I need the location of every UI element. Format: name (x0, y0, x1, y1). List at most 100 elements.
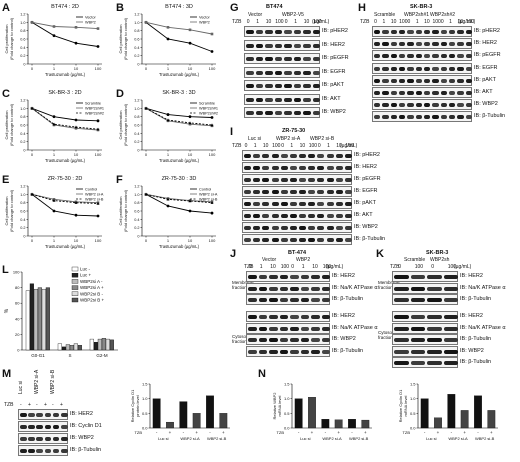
blot-lane-band (457, 103, 464, 108)
blot-band-row (244, 93, 320, 105)
data-point (144, 21, 148, 24)
blot-lane-band (410, 286, 425, 291)
x-tick-label: 100 (209, 66, 216, 71)
blot-lane-band (255, 111, 263, 115)
blot-lane-band (335, 214, 343, 218)
blot-lane-band (344, 190, 352, 194)
blot-band-row (246, 271, 330, 282)
blot-lane-band (410, 349, 425, 354)
blot-lane-band (246, 43, 254, 48)
y-tick-label: 0.8 (134, 29, 139, 33)
blot-lane-band (289, 226, 297, 230)
blot-row-label: IB: EGFR (322, 68, 346, 75)
panel-letter-c: C (2, 88, 10, 100)
blot-lane-band (407, 42, 414, 47)
blot-lane-band (289, 154, 297, 158)
blot-lane-band (248, 315, 257, 319)
blot-lane-band (258, 286, 267, 291)
blot-lane-band (311, 349, 320, 354)
panel-letter-m: M (2, 368, 12, 380)
blot-lane-band (271, 190, 279, 194)
blot-lane-band (415, 78, 422, 83)
x-axis-label: Trastuzumab (µg/mL) (45, 244, 86, 249)
legend-label: WBP2 si-A (85, 193, 104, 197)
x-tick-label: 10 (74, 238, 79, 243)
blot-lane-band (440, 115, 447, 120)
blot-lane-band (424, 54, 431, 59)
blot-lane-band (390, 42, 397, 47)
legend-label: WBP2sh#1 (85, 107, 104, 111)
x-tick-label: 10 (188, 152, 193, 157)
panel-letter-d: D (116, 88, 124, 100)
data-point (74, 26, 78, 29)
blot-band-row (242, 186, 352, 197)
chart-title: SK-BR-3 : 2D (48, 90, 81, 96)
blot-lane-band (289, 166, 297, 170)
y-tick-label: 1.0 (134, 107, 139, 111)
blot-band-row (392, 322, 458, 334)
blot-lane-band (274, 97, 282, 102)
blot-lane-band (28, 437, 35, 441)
dose-label: 10 (312, 264, 318, 270)
blot-lane-band (248, 326, 257, 331)
blot-row-label: IB: β-Tubulin (474, 113, 506, 120)
blot-lane-band (244, 190, 252, 194)
blot-lane-band (262, 190, 270, 194)
blot-lane-band (432, 103, 439, 108)
blot-row-label: IB: HER2 (332, 313, 355, 319)
series-line-3 (31, 107, 99, 130)
blot-row-label: IB: HER2 (332, 273, 355, 279)
blot-lane-band (279, 338, 288, 342)
blot-lane-band (269, 338, 278, 342)
x-tick-label: 10 (74, 66, 79, 71)
data-point (52, 115, 56, 119)
blot-lane-band (299, 190, 307, 194)
blot-lane-band (279, 275, 288, 279)
blot-lane-band (300, 326, 309, 331)
blot-lane-band (410, 315, 425, 319)
blot-row-label: IB: WBP2 (474, 101, 498, 108)
blot-lane-band (326, 154, 334, 158)
line-chart-e: ZR-75-30 : 2D 0 0.2 0.4 0.6 0.8 1.0 1.2 0 1 10 100 T… (4, 176, 104, 249)
lane-label: WBP2 si-B (50, 369, 56, 394)
blot-lane-band (299, 178, 307, 182)
legend-label: Control (199, 188, 211, 192)
blot-lane-band (465, 42, 472, 47)
blot-lane-band (255, 30, 263, 34)
blot-lane-band (258, 326, 267, 331)
blot-k: SK-BR-3 Scramble WBP2sh TZB (µg/mL) Memb… (378, 250, 520, 368)
data-point (188, 121, 192, 125)
blot-lane-band (326, 190, 334, 194)
blot-band-row (392, 334, 458, 345)
blot-lane-band (443, 275, 458, 279)
blot-lane-band (432, 42, 439, 47)
blot-lane-band (374, 66, 381, 71)
blot-lane-band (262, 166, 270, 170)
blot-lane-band (399, 115, 406, 120)
blot-lane-band (311, 275, 320, 279)
blot-lane-band (427, 349, 442, 354)
blot-lane-band (246, 111, 254, 115)
blot-lane-band (311, 338, 320, 342)
blot-lane-band (311, 315, 320, 319)
blot-lane-band (321, 298, 330, 302)
blot-lane-band (394, 275, 409, 279)
blot-lane-band (262, 178, 270, 182)
blot-lane-band (265, 97, 273, 102)
data-point (74, 127, 78, 130)
blot-row-label: IB: pEGFR (354, 176, 381, 182)
dose-label: 100 (272, 143, 281, 149)
tzb-sign: + (28, 402, 31, 408)
blot-lane-band (253, 166, 261, 170)
blot-row-label: IB: HER2 (354, 164, 377, 170)
blot-band-row (372, 62, 472, 74)
legend-label: WBP2sh#2 (199, 112, 218, 116)
y-tick-label: 0.8 (20, 201, 25, 205)
blot-row-label: IB: WBP2 (322, 109, 346, 115)
blot-row-label: IB: pAKT (474, 76, 497, 83)
blot-band-row (372, 111, 472, 123)
dose-label: 100 (447, 264, 457, 270)
blot-lane-band (269, 326, 278, 331)
blot-lane-band (271, 154, 279, 158)
blot-lane-band (443, 326, 458, 331)
